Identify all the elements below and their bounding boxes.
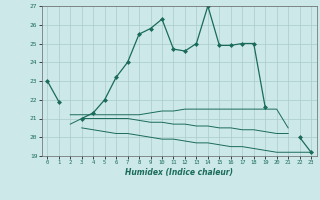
X-axis label: Humidex (Indice chaleur): Humidex (Indice chaleur) bbox=[125, 168, 233, 177]
